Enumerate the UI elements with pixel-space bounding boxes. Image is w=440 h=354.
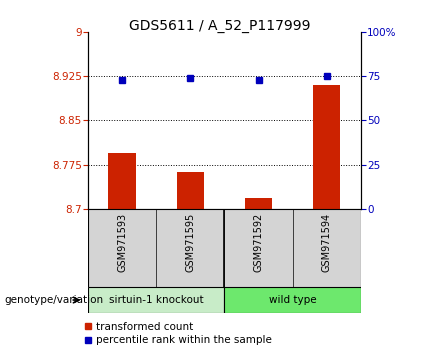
Text: wild type: wild type [269, 295, 316, 305]
Bar [245, 198, 272, 209]
Bar [109, 153, 136, 209]
Text: GSM971595: GSM971595 [185, 213, 195, 272]
Text: GSM971592: GSM971592 [253, 213, 264, 272]
Text: genotype/variation: genotype/variation [4, 295, 103, 305]
Bar [88, 287, 224, 313]
Text: sirtuin-1 knockout: sirtuin-1 knockout [109, 295, 204, 305]
Bar [224, 287, 361, 313]
Text: GSM971593: GSM971593 [117, 213, 127, 272]
Legend: transformed count, percentile rank within the sample: transformed count, percentile rank withi… [84, 322, 272, 345]
Text: GDS5611 / A_52_P117999: GDS5611 / A_52_P117999 [129, 19, 311, 34]
Bar [177, 172, 204, 209]
Bar [313, 85, 341, 209]
Text: GSM971594: GSM971594 [322, 213, 332, 272]
